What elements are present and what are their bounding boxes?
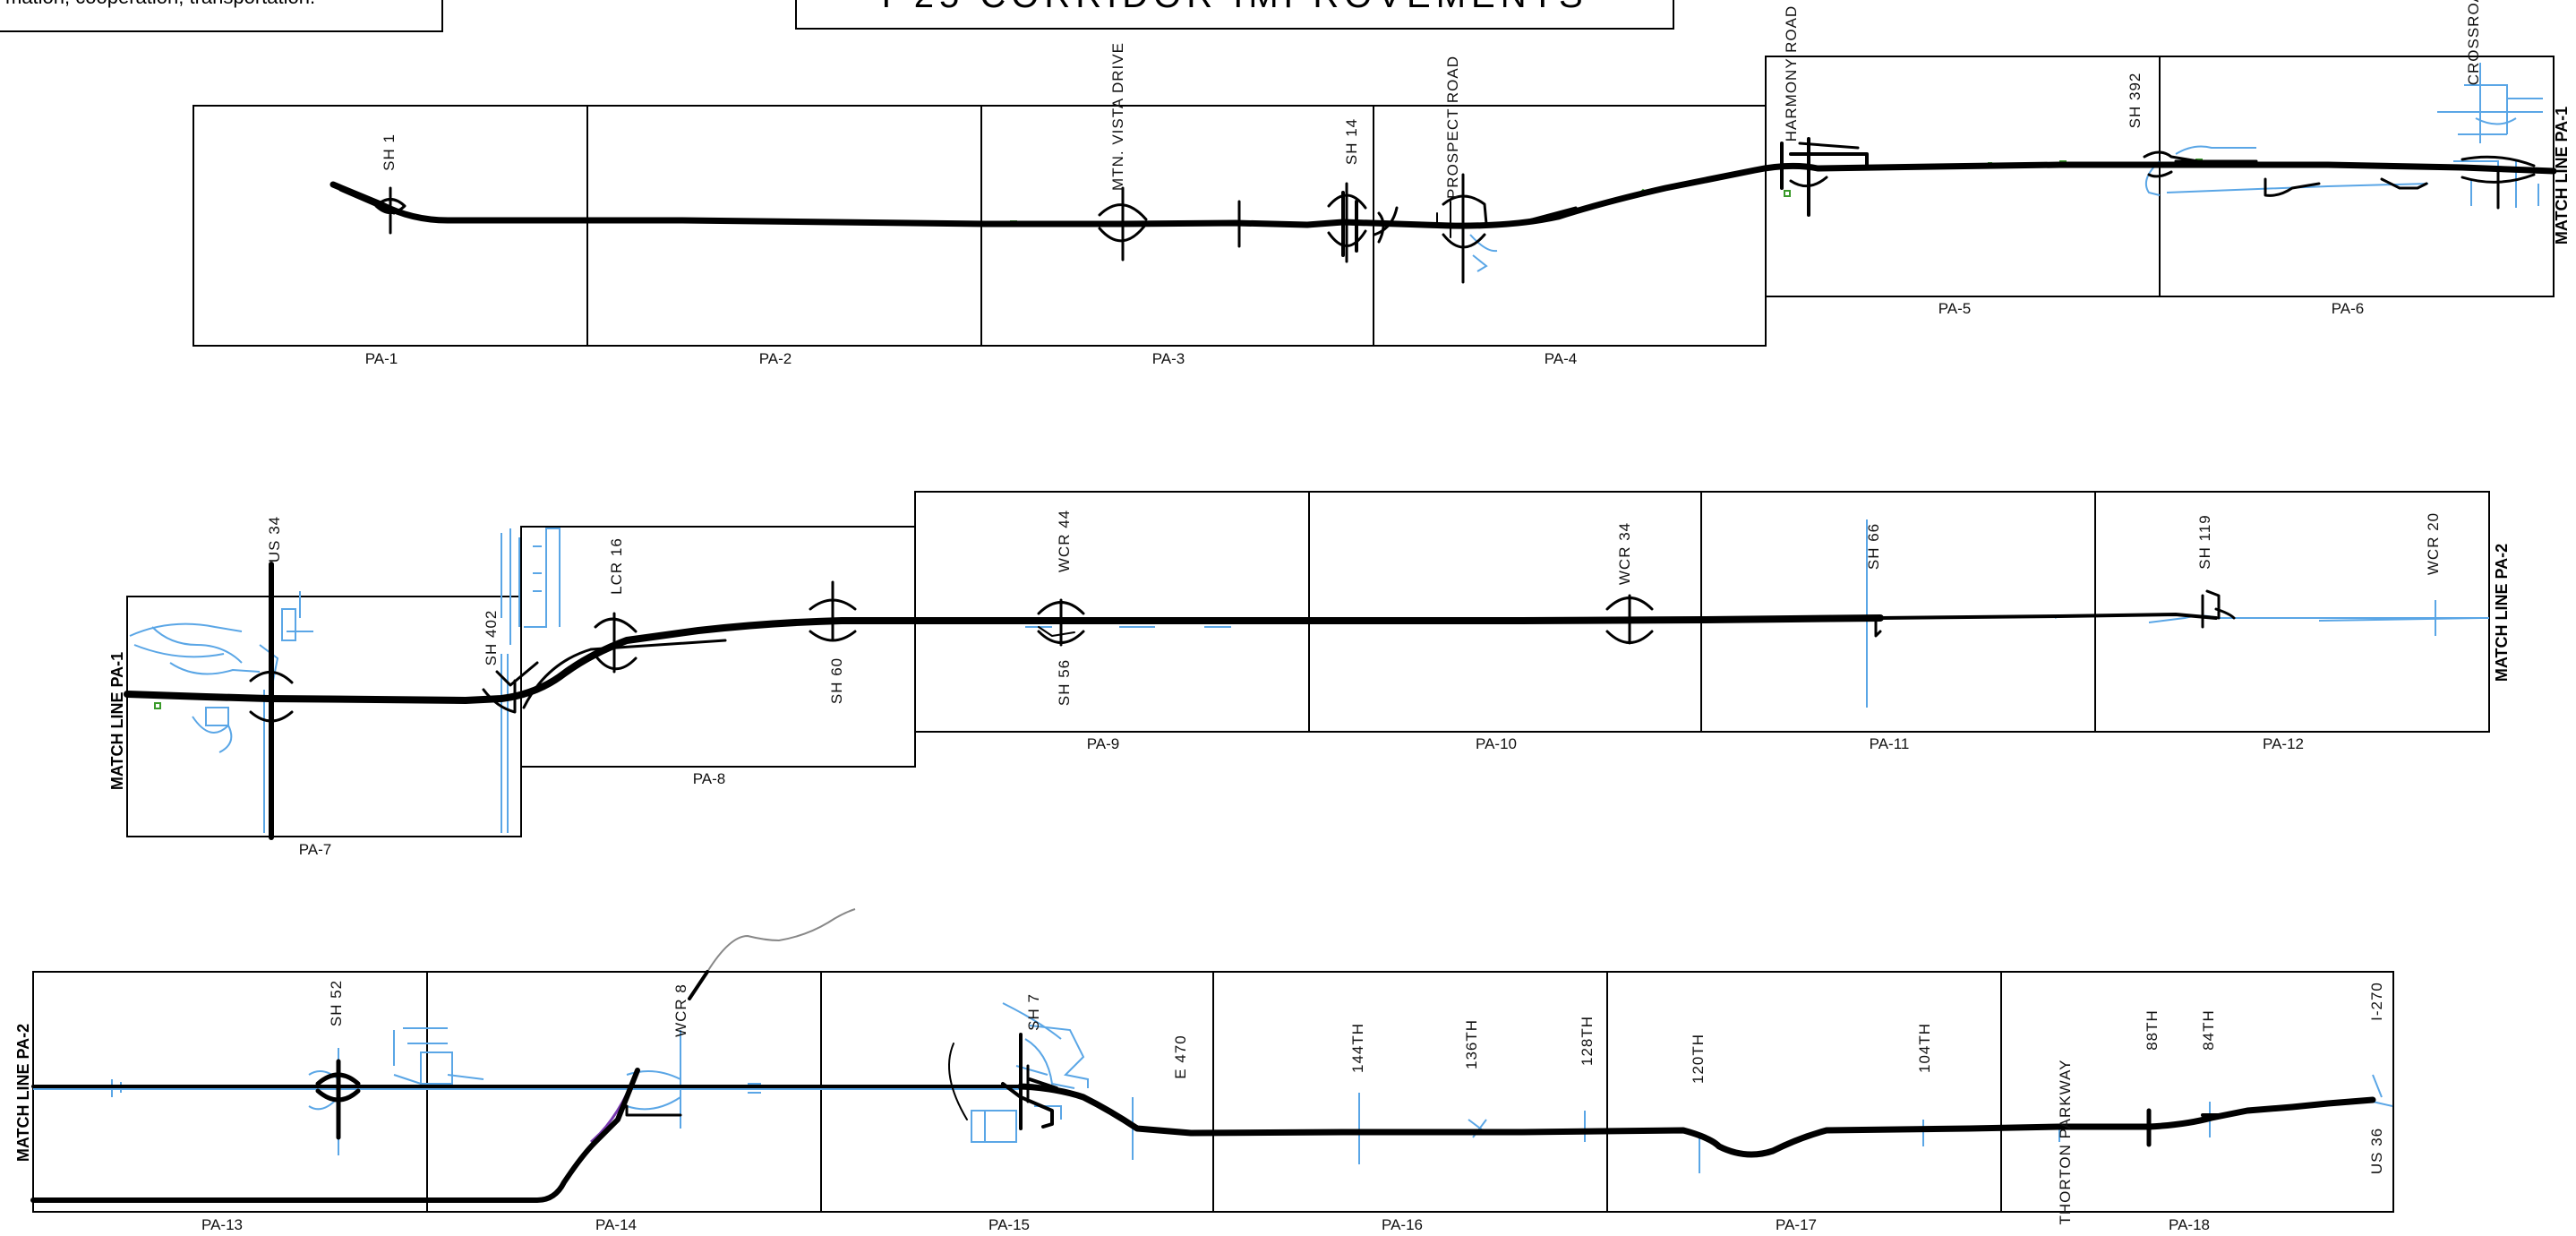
sheet-label: PA-6 [2332,300,2365,317]
road-label: SH 52 [328,980,345,1026]
road-label: 104TH [1916,1023,1933,1073]
road-label: 84TH [2200,1009,2217,1051]
road-label: MTN. VISTA DRIVE [1109,42,1126,191]
match-lines: MATCH LINE PA-1 MATCH LINE PA-1 MATCH LI… [14,107,2571,1162]
road-label: SH 119 [2196,514,2213,569]
sheet-label: PA-13 [201,1216,243,1233]
match-line-label: MATCH LINE PA-2 [2493,544,2511,682]
sheet-frame-pa11 [1700,491,2096,733]
sheet-label: PA-4 [1545,350,1578,367]
sheet-frame-pa12 [2094,491,2490,733]
road-label: SH 66 [1865,523,1882,570]
match-line-label: MATCH LINE PA-1 [108,652,126,790]
match-line-label: MATCH LINE PA-2 [14,1024,32,1162]
road-label: SH 14 [1343,118,1360,165]
match-line-label: MATCH LINE PA-1 [2553,107,2571,245]
sheet-label: PA-10 [1476,735,1517,752]
proposed-alignment [706,908,856,973]
road-label: 128TH [1579,1016,1596,1066]
road-label: PROSPECT ROAD [1444,56,1461,199]
road-label: WCR 34 [1616,522,1633,585]
road-label: SH 402 [483,610,500,666]
sheet-label: PA-5 [1938,300,1972,317]
note-box [0,0,443,32]
road-label: SH 392 [2127,73,2144,129]
sheet-label: PA-16 [1382,1216,1423,1233]
road-label: LCR 16 [608,537,625,595]
sheet-label: PA-3 [1152,350,1185,367]
sheet-labels: PA-1 PA-2 PA-3 PA-4 PA-5 PA-6 PA-7 PA-8 … [201,300,2364,1233]
sheet-label: PA-1 [365,350,398,367]
road-label: 136TH [1463,1019,1480,1069]
feature-marks [154,159,2203,709]
note-text: mation, cooperation, transportation. [5,0,315,8]
sheet-frame-pa10 [1308,491,1702,733]
sheet-label: PA-2 [759,350,792,367]
road-labels: SH 1 MTN. VISTA DRIVE SH 14 PROSPECT ROA… [266,0,2482,1225]
title-box [795,0,1674,30]
mainline-layer [30,137,2557,1203]
sheet-frame-pa18 [2000,971,2394,1213]
sheet-frame-pa9 [914,491,1310,733]
road-label: 88TH [2144,1009,2161,1051]
sheet-label: PA-12 [2263,735,2304,752]
sheet-label: PA-14 [595,1216,637,1233]
road-label: E 470 [1172,1034,1189,1078]
sheet-label: PA-9 [1087,735,1120,752]
sheet-label: PA-11 [1870,735,1910,752]
road-label: SH 7 [1025,993,1042,1031]
road-label: WCR 20 [2425,512,2442,575]
road-label: HARMONY ROAD [1783,5,1800,142]
road-label: SH 56 [1056,659,1073,706]
sheet-frame-pa8 [520,526,916,768]
road-label: WCR 44 [1056,510,1073,572]
sheet-frame-pa7 [126,596,522,837]
road-label: I-270 [2368,982,2385,1021]
sheet-frames [32,56,2555,1213]
road-label: CROSSROAD [2465,0,2482,85]
sheet-label: PA-8 [693,770,726,787]
road-label: SH 1 [381,133,398,171]
sheet-frame-pa14 [426,971,822,1213]
road-label: 120TH [1690,1034,1707,1084]
road-label: SH 60 [828,657,845,704]
sheet-frame-pa5 [1765,56,2161,297]
sheet-frame-pa15 [820,971,1214,1213]
sheet-label: PA-15 [988,1216,1030,1233]
road-label: 144TH [1349,1023,1366,1073]
sheet-label: PA-7 [299,841,332,858]
sheet-frame-pa6 [2159,56,2555,297]
sheet-label: PA-17 [1776,1216,1817,1233]
sheet-frame-pa17 [1606,971,2002,1213]
sheet-frame-pa13 [32,971,428,1213]
map-title: I-25 CORRIDOR IMPROVEMENTS [881,0,1588,15]
sheet-frame-pa16 [1212,971,1608,1213]
sheet-label: PA-18 [2169,1216,2210,1233]
road-label: US 36 [2368,1128,2385,1174]
road-label: WCR 8 [672,983,689,1037]
road-label: THORTON PARKWAY [2057,1059,2074,1224]
road-label: US 34 [266,516,283,562]
